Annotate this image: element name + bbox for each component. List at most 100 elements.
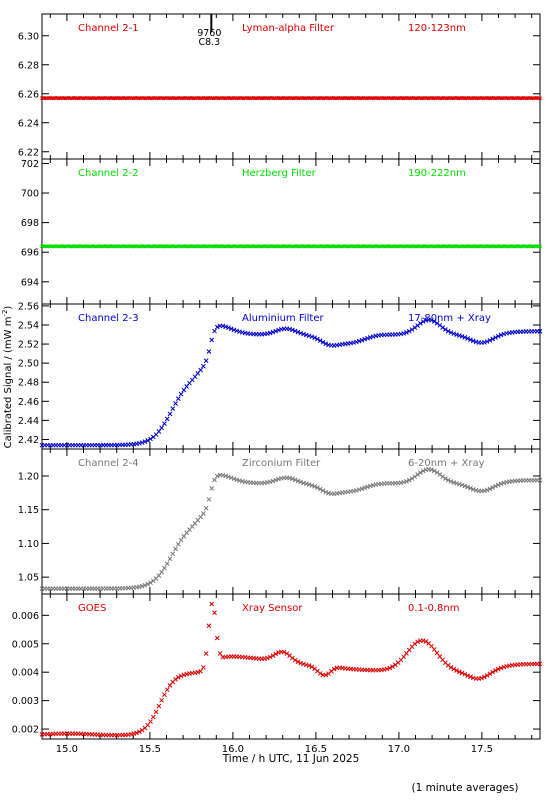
data-point xyxy=(223,324,228,330)
data-point xyxy=(465,336,471,341)
data-point xyxy=(298,330,304,336)
data-point xyxy=(495,482,501,488)
data-point xyxy=(429,467,434,473)
y-tick-label: 2.54 xyxy=(18,320,39,331)
data-point xyxy=(292,657,298,663)
data-point xyxy=(148,436,153,442)
data-point xyxy=(214,324,220,330)
data-point xyxy=(137,729,142,735)
data-point xyxy=(415,472,420,478)
data-point xyxy=(167,411,173,417)
data-point xyxy=(356,338,362,344)
data-point xyxy=(290,327,295,333)
data-point xyxy=(292,477,298,483)
data-point xyxy=(178,537,184,543)
data-point xyxy=(270,329,276,335)
y-tick-label: 0.006 xyxy=(12,611,39,622)
data-point xyxy=(362,336,368,342)
data-point xyxy=(201,363,206,369)
panel-1: 6.22 6.24 6.26 6.28 6.30 Channel 2-1 Lyman-alp… xyxy=(18,13,542,160)
data-point xyxy=(462,335,468,340)
data-point xyxy=(301,331,306,337)
data-point xyxy=(139,583,145,589)
data-point xyxy=(203,505,209,511)
data-point xyxy=(434,470,440,475)
data-point xyxy=(159,569,164,575)
data-point xyxy=(178,673,184,679)
data-point xyxy=(231,476,237,482)
data-point xyxy=(306,663,312,669)
data-point xyxy=(148,580,153,586)
data-point xyxy=(487,671,493,677)
data-point xyxy=(420,468,426,474)
data-point xyxy=(437,472,443,477)
data-point xyxy=(387,665,393,671)
data-point xyxy=(451,331,457,337)
y-tick-label: 6.22 xyxy=(18,147,39,158)
data-point xyxy=(142,439,148,445)
data-point xyxy=(490,336,496,342)
data-point xyxy=(418,321,423,326)
data-point xyxy=(420,319,426,324)
data-point xyxy=(448,479,454,484)
filter-label: Herzberg Filter xyxy=(242,168,317,179)
data-point xyxy=(359,486,365,492)
panel-frame xyxy=(41,448,541,595)
data-point xyxy=(451,480,457,485)
y-tick-label: 2.42 xyxy=(18,435,39,446)
data-point xyxy=(181,387,187,393)
data-point xyxy=(309,482,315,488)
data-point xyxy=(498,665,504,671)
data-point xyxy=(164,687,170,693)
data-point xyxy=(459,334,465,339)
data-point xyxy=(404,478,409,484)
data-point xyxy=(415,639,420,645)
x-tick-label: 16.0 xyxy=(222,744,244,755)
y-tick-label: 2.44 xyxy=(18,416,39,427)
y-tick-label: 2.52 xyxy=(18,340,39,351)
data-point xyxy=(312,483,318,489)
y-axis-label: Calibrated Signal / (mW m-2) xyxy=(1,306,14,449)
x-tick-label: 16.5 xyxy=(305,744,327,755)
data-point xyxy=(448,665,454,670)
x-tick-label: 17.5 xyxy=(471,744,493,755)
data-point xyxy=(264,655,270,661)
data-point xyxy=(431,468,437,474)
data-point xyxy=(468,337,473,343)
data-point xyxy=(203,358,209,364)
data-point xyxy=(317,486,323,492)
data-point xyxy=(445,328,451,334)
data-point xyxy=(156,703,162,709)
data-point xyxy=(456,333,462,338)
data-point xyxy=(164,416,170,422)
y-tick-label: 698 xyxy=(21,218,39,229)
data-point xyxy=(303,662,309,668)
data-point xyxy=(298,660,304,666)
data-point xyxy=(440,474,445,479)
panel-4: 1.05 1.10 1.15 1.20 Channel 2-4 Zirconium Fil… xyxy=(18,448,543,595)
data-point xyxy=(454,332,459,337)
data-point xyxy=(226,325,231,331)
data-point xyxy=(493,668,498,673)
channel-label: Channel 2-1 xyxy=(78,23,139,34)
data-point xyxy=(454,668,459,673)
data-point xyxy=(273,328,279,334)
panel-frame xyxy=(41,158,541,305)
data-point xyxy=(234,477,240,483)
x-tick-label: 17.0 xyxy=(388,744,410,755)
band-label: 0.1-0.8nm xyxy=(408,603,460,614)
y-tick-label: 6.26 xyxy=(18,89,39,100)
data-point xyxy=(429,317,434,323)
data-point xyxy=(290,476,295,482)
data-point xyxy=(142,582,148,588)
band-label: 120-123nm xyxy=(408,23,466,34)
data-point xyxy=(173,676,178,682)
y-tick-label: 0.004 xyxy=(12,668,39,679)
data-point xyxy=(170,551,176,557)
data-point xyxy=(201,511,206,516)
data-point xyxy=(273,477,279,483)
y-tick-label: 6.30 xyxy=(18,31,39,42)
data-point xyxy=(295,478,301,484)
data-point xyxy=(445,477,451,483)
data-point xyxy=(459,670,465,676)
